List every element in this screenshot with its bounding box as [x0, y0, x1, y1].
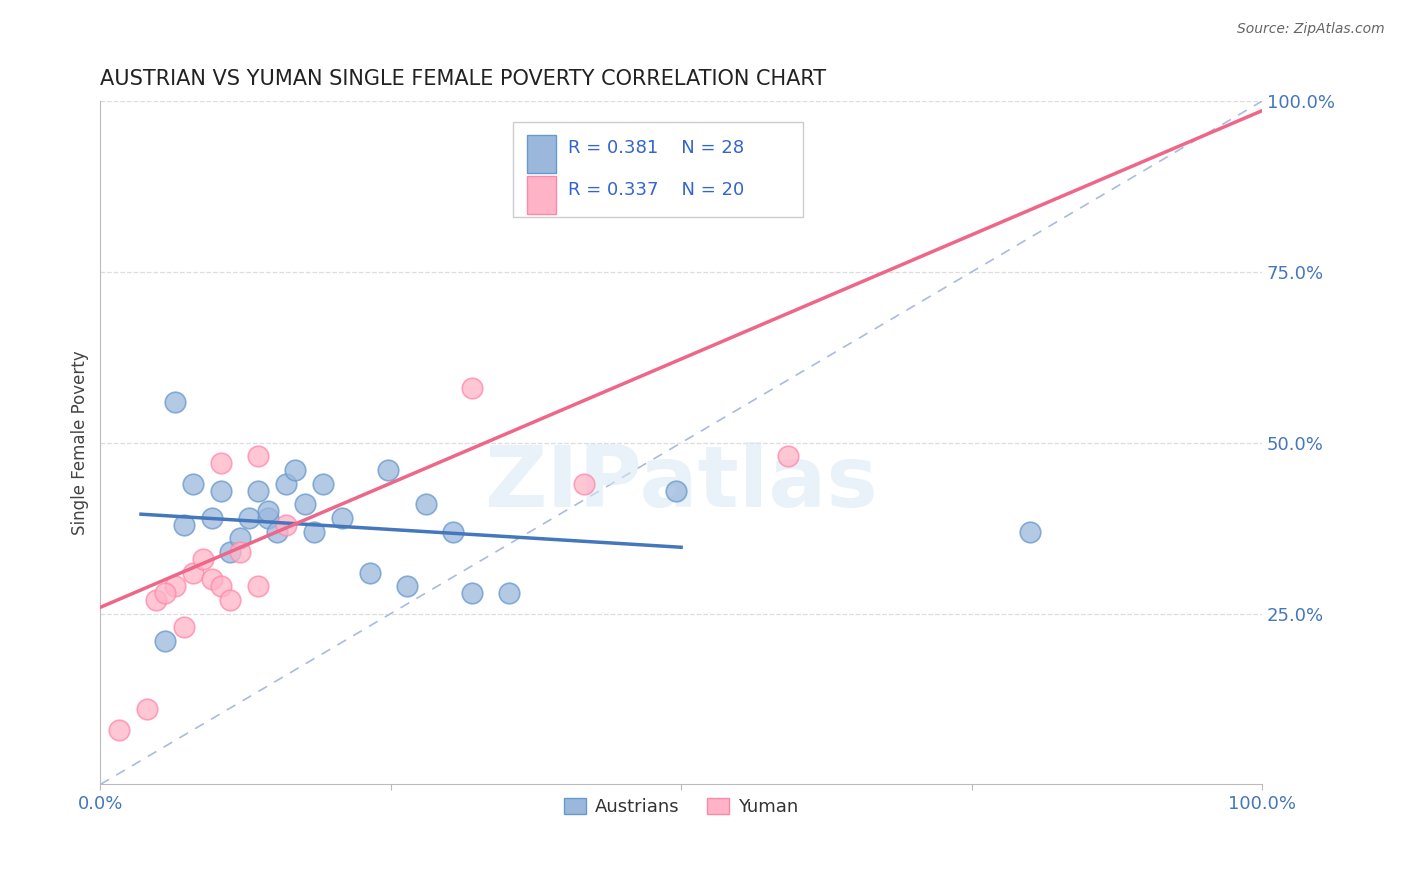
Point — [170, 593, 193, 607]
Point — [257, 566, 280, 580]
Y-axis label: Single Female Poverty: Single Female Poverty — [72, 351, 89, 535]
Point — [181, 511, 204, 525]
Point — [229, 476, 252, 491]
FancyBboxPatch shape — [513, 121, 803, 218]
Point — [153, 552, 176, 566]
Point — [519, 450, 541, 464]
Point — [222, 524, 245, 539]
Point — [669, 524, 692, 539]
Point — [188, 450, 211, 464]
Text: R = 0.381    N = 28: R = 0.381 N = 28 — [568, 138, 745, 157]
Point — [148, 566, 170, 580]
Point — [118, 702, 141, 716]
Point — [194, 511, 217, 525]
Point — [281, 579, 304, 593]
Point — [176, 532, 198, 546]
Point — [159, 573, 181, 587]
Point — [188, 579, 211, 593]
Point — [205, 476, 228, 491]
Point — [129, 586, 152, 600]
Text: ZIPatlas: ZIPatlas — [484, 442, 877, 525]
Point — [211, 463, 233, 477]
Text: R = 0.337    N = 20: R = 0.337 N = 20 — [568, 181, 745, 199]
Point — [165, 483, 187, 498]
Point — [129, 634, 152, 648]
Point — [148, 476, 170, 491]
Point — [165, 456, 187, 470]
Point — [391, 476, 413, 491]
Point — [159, 511, 181, 525]
Text: Source: ZipAtlas.com: Source: ZipAtlas.com — [1237, 22, 1385, 37]
Point — [101, 723, 124, 737]
Point — [269, 463, 291, 477]
Point — [135, 579, 157, 593]
Bar — [527, 136, 555, 173]
Point — [449, 483, 471, 498]
Point — [142, 517, 165, 532]
Point — [200, 524, 222, 539]
Point — [344, 586, 367, 600]
Point — [142, 620, 165, 634]
Point — [135, 394, 157, 409]
Point — [322, 586, 344, 600]
Point — [217, 497, 239, 511]
Point — [309, 524, 332, 539]
Point — [165, 579, 187, 593]
Point — [170, 545, 193, 559]
Point — [1018, 231, 1040, 245]
Bar — [527, 177, 555, 214]
Legend: Austrians, Yuman: Austrians, Yuman — [557, 790, 806, 823]
Text: AUSTRIAN VS YUMAN SINGLE FEMALE POVERTY CORRELATION CHART: AUSTRIAN VS YUMAN SINGLE FEMALE POVERTY … — [100, 69, 827, 88]
Point — [240, 511, 263, 525]
Point — [124, 593, 146, 607]
Point — [292, 497, 315, 511]
Point — [188, 483, 211, 498]
Point — [322, 381, 344, 395]
Point — [205, 517, 228, 532]
Point — [194, 504, 217, 518]
Point — [176, 545, 198, 559]
